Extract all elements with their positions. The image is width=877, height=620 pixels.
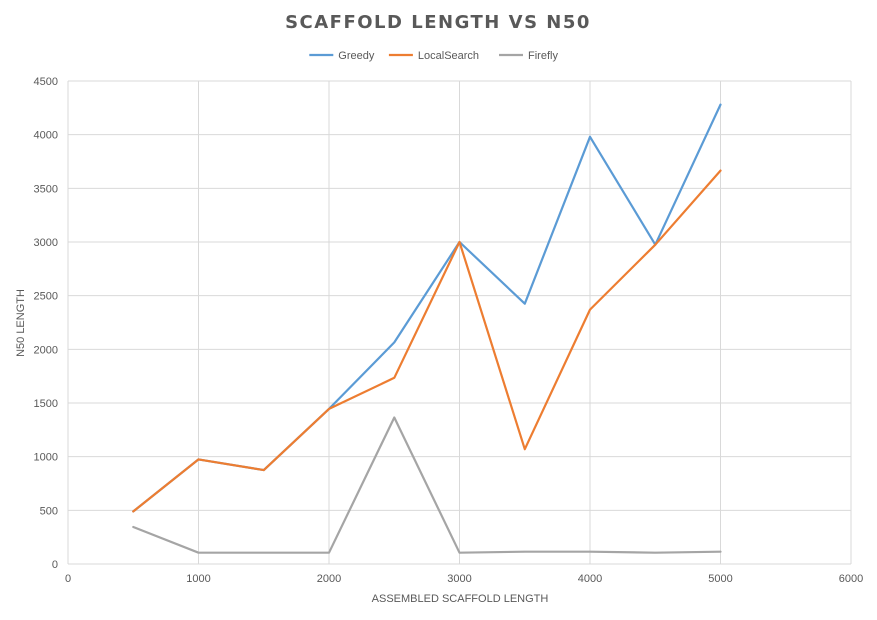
y-tick-label: 4000: [34, 130, 58, 142]
legend: Greedy LocalSearch Firefly: [309, 50, 558, 62]
x-tick-label: 3000: [447, 573, 471, 585]
legend-item-greedy: Greedy: [309, 50, 375, 62]
x-tick-label: 5000: [708, 573, 732, 585]
legend-label: Greedy: [338, 50, 375, 62]
chart-title: SCAFFOLD LENGTH VS N50: [285, 12, 591, 33]
legend-label: Firefly: [528, 50, 558, 62]
legend-label: LocalSearch: [418, 50, 479, 62]
x-tick-label: 0: [65, 573, 71, 585]
gridlines: [67, 80, 852, 565]
x-tick-label: 1000: [186, 573, 210, 585]
y-axis-title: N50 LENGTH: [15, 289, 27, 357]
tick-labels: 0 500 1000 1500 2000 2500 3000 3500 4000 4500 0 100…: [34, 76, 864, 585]
y-tick-label: 2500: [34, 291, 58, 303]
y-tick-label: 2000: [34, 344, 58, 356]
x-tick-label: 4000: [578, 573, 602, 585]
y-tick-label: 1500: [34, 398, 58, 410]
series-line-firefly: [132, 416, 722, 554]
y-tick-label: 500: [40, 505, 58, 517]
y-tick-label: 3000: [34, 237, 58, 249]
series-line-localsearch: [132, 169, 722, 513]
legend-item-firefly: Firefly: [499, 50, 558, 62]
legend-item-localsearch: LocalSearch: [388, 50, 479, 62]
x-tick-label: 2000: [317, 573, 341, 585]
x-axis-title: ASSEMBLED SCAFFOLD LENGTH: [372, 593, 549, 605]
y-tick-label: 0: [52, 559, 58, 571]
y-tick-label: 1000: [34, 452, 58, 464]
series-lines: [132, 103, 722, 554]
x-tick-label: 6000: [839, 573, 863, 585]
y-tick-label: 4500: [34, 76, 58, 88]
y-tick-label: 3500: [34, 183, 58, 195]
